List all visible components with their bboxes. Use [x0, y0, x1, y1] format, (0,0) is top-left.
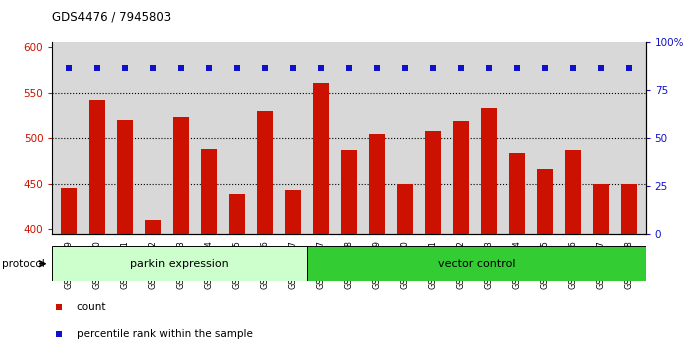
- Bar: [341, 150, 357, 234]
- Bar: [230, 194, 245, 234]
- Text: vector control: vector control: [438, 259, 515, 269]
- Bar: [510, 153, 525, 234]
- Bar: [52, 246, 307, 281]
- Bar: [285, 190, 301, 234]
- Point: [315, 65, 327, 71]
- Bar: [173, 117, 188, 234]
- Text: count: count: [77, 302, 106, 312]
- Text: percentile rank within the sample: percentile rank within the sample: [77, 329, 253, 339]
- Bar: [313, 84, 329, 234]
- Bar: [593, 184, 609, 234]
- Point: [64, 65, 75, 71]
- Bar: [117, 120, 133, 234]
- Text: parkin expression: parkin expression: [131, 259, 229, 269]
- Text: GDS4476 / 7945803: GDS4476 / 7945803: [52, 11, 172, 24]
- Point: [232, 65, 243, 71]
- Point: [175, 65, 186, 71]
- Point: [343, 65, 355, 71]
- Point: [483, 65, 494, 71]
- Bar: [202, 149, 217, 234]
- Point: [540, 65, 551, 71]
- Bar: [621, 184, 637, 234]
- Point: [567, 65, 579, 71]
- Bar: [565, 150, 581, 234]
- Bar: [145, 220, 161, 234]
- Bar: [481, 108, 496, 234]
- Bar: [397, 184, 413, 234]
- Point: [512, 65, 523, 71]
- Bar: [537, 169, 553, 234]
- Text: protocol: protocol: [2, 259, 45, 269]
- Point: [455, 65, 466, 71]
- Point: [427, 65, 438, 71]
- Bar: [258, 111, 273, 234]
- Point: [288, 65, 299, 71]
- Bar: [453, 121, 468, 234]
- Point: [147, 65, 158, 71]
- Bar: [425, 131, 440, 234]
- Point: [91, 65, 103, 71]
- Bar: [89, 100, 105, 234]
- Bar: [369, 133, 385, 234]
- Point: [399, 65, 410, 71]
- Point: [204, 65, 215, 71]
- Point: [260, 65, 271, 71]
- Bar: [307, 246, 646, 281]
- Point: [623, 65, 634, 71]
- Point: [371, 65, 383, 71]
- Bar: [61, 188, 77, 234]
- Point: [119, 65, 131, 71]
- Point: [595, 65, 607, 71]
